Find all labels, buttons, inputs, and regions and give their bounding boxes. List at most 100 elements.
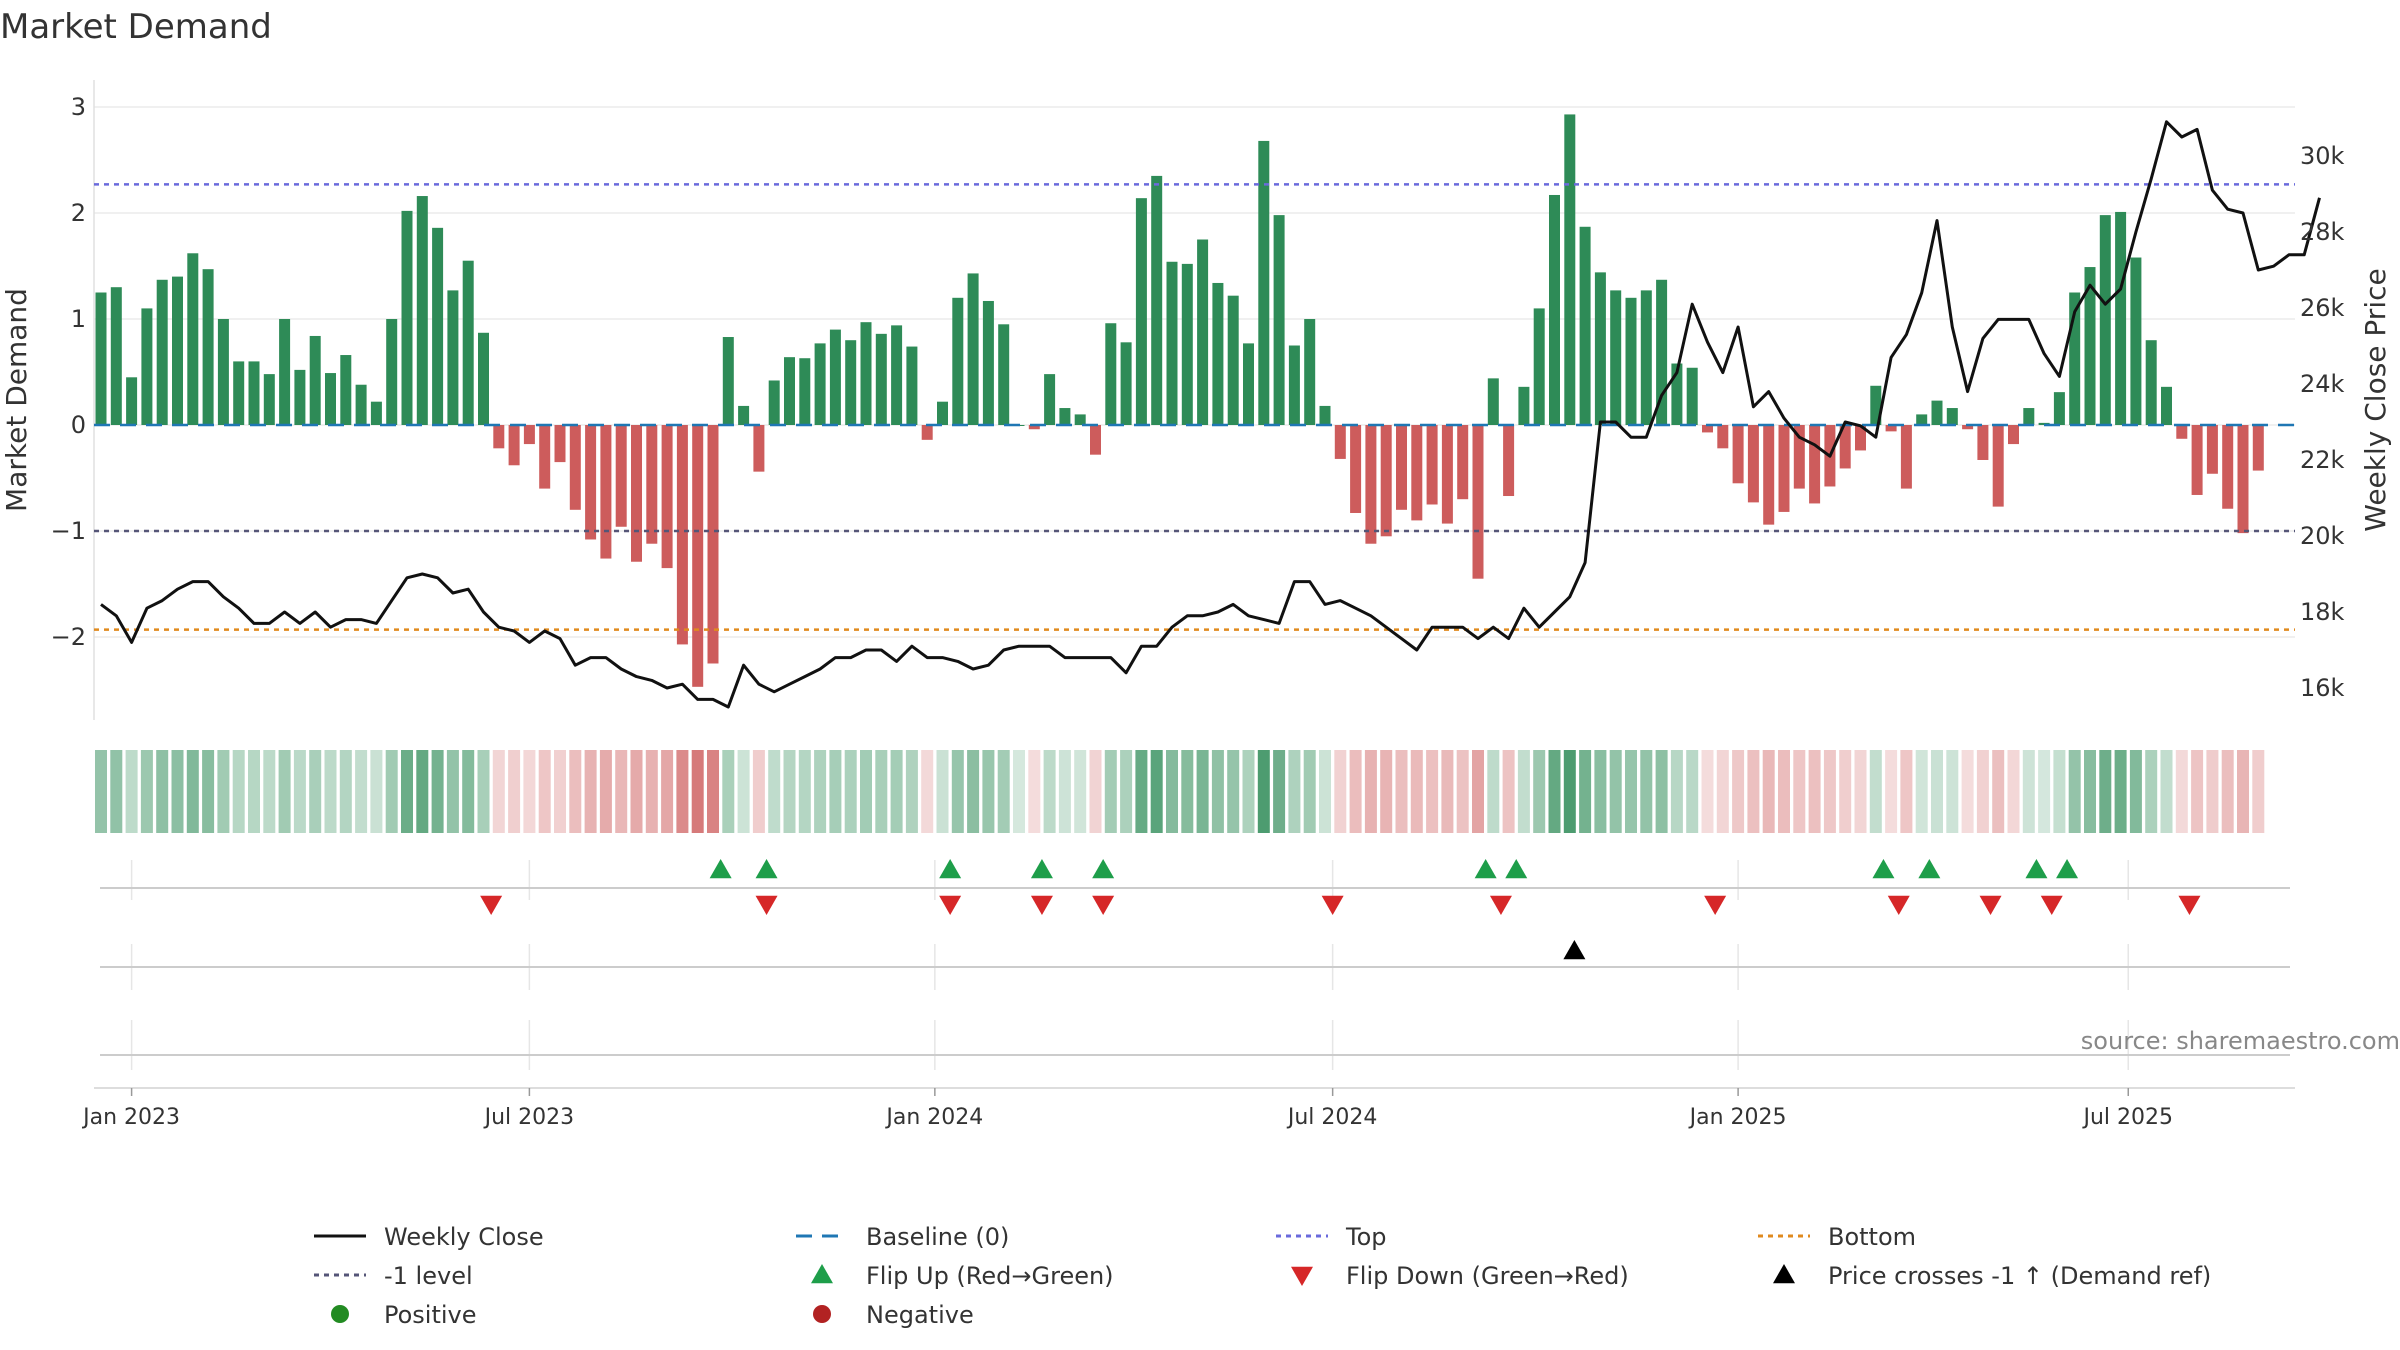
demand-bar	[722, 337, 734, 425]
heat-cell	[1196, 750, 1209, 833]
heat-cell	[401, 750, 413, 833]
legend-item-top: Top	[1276, 1223, 1387, 1251]
demand-bar	[1273, 215, 1285, 425]
legend-label: Price crosses -1 ↑ (Demand ref)	[1828, 1262, 2211, 1290]
heat-cell	[232, 750, 245, 833]
heat-cell	[707, 750, 719, 833]
heat-cell	[1931, 750, 1943, 833]
demand-bar	[1900, 425, 1912, 489]
flip-down-marker	[480, 895, 503, 915]
heat-cell	[2175, 750, 2188, 833]
heat-cell	[1533, 750, 1546, 833]
demand-bar	[1120, 342, 1132, 425]
heat-cell	[1410, 750, 1423, 833]
heat-cell	[2191, 750, 2204, 833]
y-axis-left-label: Market Demand	[0, 288, 33, 512]
heat-cell	[1915, 750, 1928, 833]
heat-cell	[1885, 750, 1898, 833]
reference-lines	[94, 183, 2295, 631]
demand-bars	[95, 114, 2264, 687]
heat-cell	[967, 750, 980, 833]
y-left-tick-label: −2	[51, 623, 86, 651]
legend-swatch-positive	[331, 1305, 349, 1323]
heat-cell	[1028, 750, 1041, 833]
y-right-tick-label: 30k	[2300, 142, 2345, 170]
demand-bar	[2176, 425, 2188, 439]
demand-bar	[2130, 257, 2142, 425]
heat-cell	[829, 750, 842, 833]
demand-bar	[1610, 290, 1622, 425]
flip-up-marker	[1092, 859, 1115, 879]
demand-bar	[2053, 392, 2065, 425]
y-left-tick-label: −1	[51, 517, 86, 545]
heat-cell	[2145, 750, 2158, 833]
demand-bar	[416, 196, 428, 425]
flip-down-marker	[1704, 895, 1727, 915]
heat-cell	[1502, 750, 1515, 833]
heat-cell	[584, 750, 597, 833]
demand-bar	[1151, 175, 1163, 425]
demand-bar	[2115, 211, 2127, 425]
heat-cell	[125, 750, 138, 833]
demand-bar	[1594, 272, 1606, 425]
demand-bar	[860, 322, 872, 425]
demand-bar	[1028, 425, 1040, 430]
demand-bar	[1855, 425, 1866, 451]
heat-cell	[431, 750, 444, 833]
demand-bar	[309, 335, 321, 425]
flip-down-marker	[1321, 895, 1344, 915]
heat-cell	[1364, 750, 1377, 833]
demand-bar	[1304, 319, 1316, 425]
heat-cell	[768, 750, 781, 833]
demand-bar	[615, 425, 627, 527]
signal-markers	[480, 859, 2201, 960]
demand-bar	[1931, 400, 1943, 425]
heat-cell	[1563, 750, 1576, 833]
demand-bar	[799, 358, 811, 425]
heat-cell	[110, 750, 123, 833]
demand-bar	[1809, 425, 1821, 504]
heat-cell	[1670, 750, 1683, 833]
demand-bar	[1564, 114, 1576, 426]
demand-bar	[1380, 425, 1392, 537]
heat-cell	[1426, 750, 1439, 833]
x-axis-ticks: Jan 2023 Jul 2023 Jan 2024 Jul 2024 Jan 2025…	[81, 1088, 2173, 1130]
flip-down-marker	[1030, 895, 1053, 915]
legend-label: -1 level	[384, 1262, 473, 1290]
heat-cell	[1976, 750, 1989, 833]
heat-cell	[324, 750, 337, 833]
flip-down-marker	[1489, 895, 1512, 915]
legend-swatch-flip-down	[1291, 1266, 1313, 1286]
legend-item-positive: Positive	[331, 1301, 477, 1329]
legend-item-price-cross: Price crosses -1 ↑ (Demand ref)	[1773, 1262, 2211, 1290]
y-axis-left-ticks: 3 2 1 0 −1 −2	[51, 93, 86, 651]
legend-swatch-price-cross	[1773, 1264, 1795, 1284]
y-right-tick-label: 16k	[2300, 674, 2345, 702]
y-right-tick-label: 24k	[2300, 370, 2345, 398]
heat-cell	[1548, 750, 1561, 833]
y-left-tick-label: 2	[71, 199, 86, 227]
demand-bar	[676, 425, 688, 645]
demand-bar	[1579, 226, 1591, 425]
heat-cell	[1900, 750, 1913, 833]
demand-bar	[1977, 425, 1989, 460]
demand-bar	[1243, 343, 1254, 425]
demand-bar	[1197, 239, 1209, 425]
demand-bar	[1212, 282, 1224, 425]
demand-bar	[493, 425, 505, 449]
demand-bar	[370, 401, 382, 425]
flip-down-marker	[939, 895, 962, 915]
heat-cell	[554, 750, 566, 833]
heat-cell	[997, 750, 1010, 833]
demand-bar	[2237, 425, 2249, 534]
demand-bar	[768, 380, 780, 425]
heat-cell	[982, 750, 995, 833]
demand-bar	[1457, 425, 1469, 500]
flip-up-marker	[755, 859, 778, 879]
heat-cell	[2206, 750, 2219, 833]
heat-cell	[630, 750, 643, 833]
heat-cell	[737, 750, 750, 833]
flip-up-marker	[1918, 859, 1941, 879]
demand-bar	[432, 227, 444, 425]
heat-cell	[186, 750, 199, 833]
